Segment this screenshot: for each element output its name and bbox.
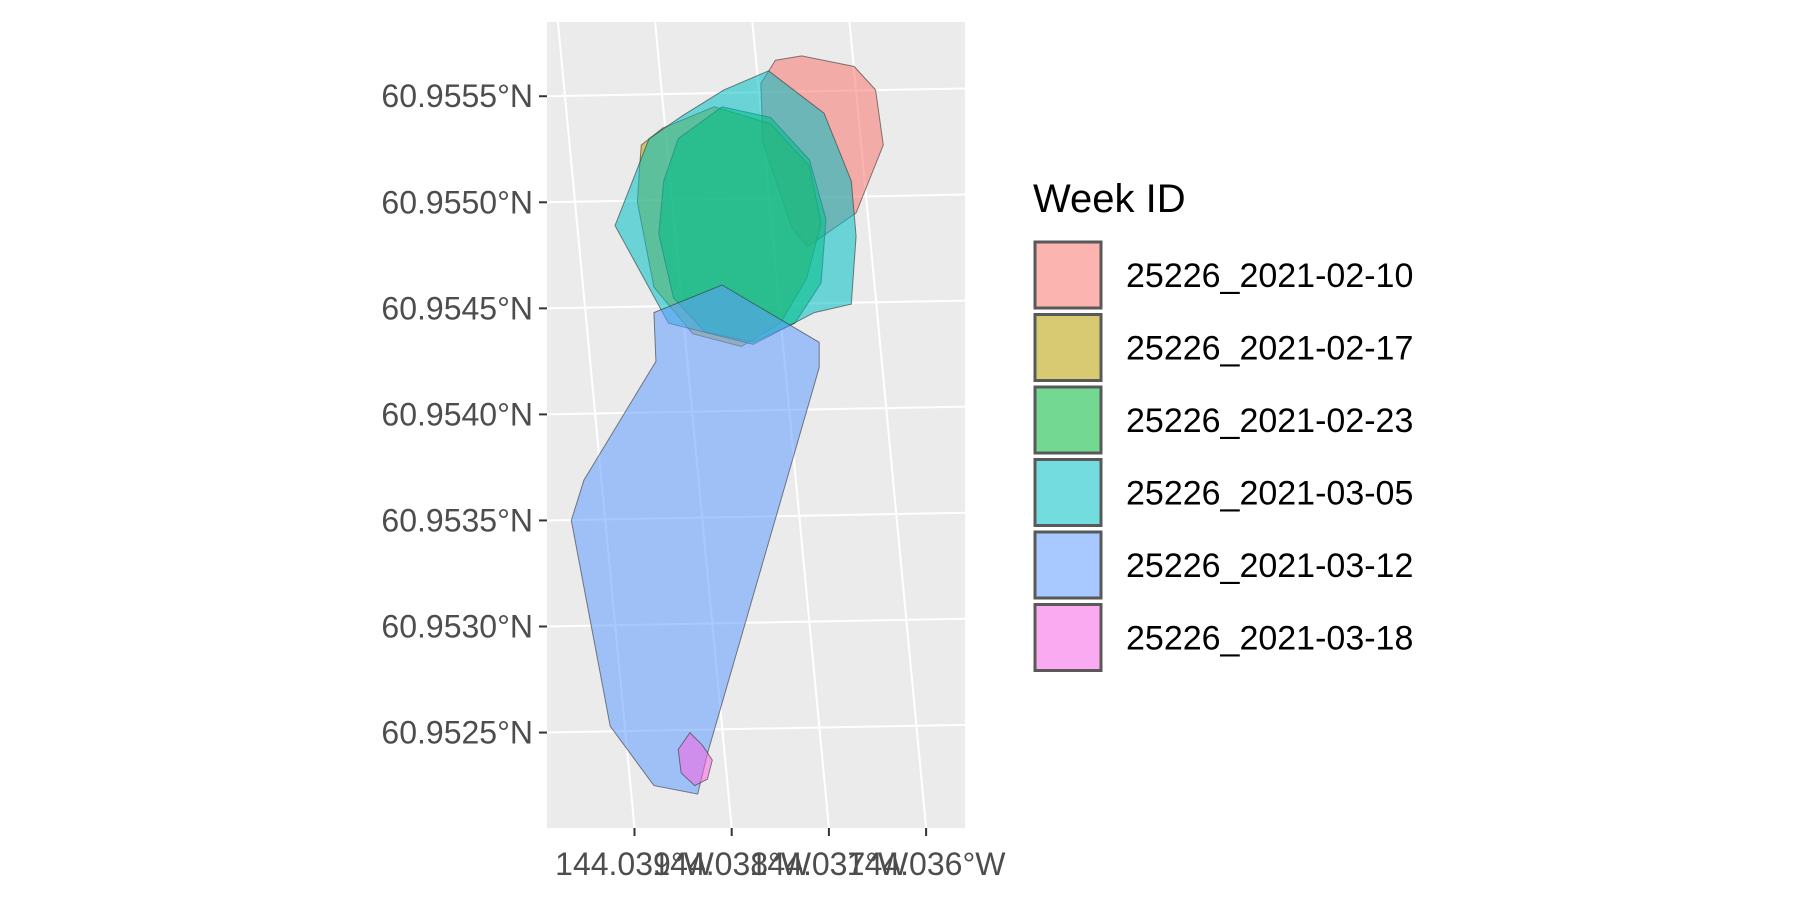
panel	[547, 22, 965, 828]
legend-item-label: 25226_2021-03-18	[1126, 620, 1413, 658]
legend: Week ID 25226_2021-02-10 25226_2021-02-17…	[1033, 177, 1413, 672]
legend-key-swatch	[1033, 385, 1103, 455]
legend-title: Week ID	[1033, 177, 1186, 221]
y-tick-label: 60.9540°N	[381, 396, 533, 432]
polygon-25226_2021-03-12	[570, 284, 820, 795]
x-tick-label: 144.038°W	[652, 846, 811, 882]
y-axis: 60.9555°N 60.9550°N 60.9545°N 60.9540°N 60.9…	[381, 78, 547, 751]
y-tick-label: 60.9550°N	[381, 184, 533, 220]
y-tick-label: 60.9530°N	[381, 609, 533, 645]
legend-key-swatch	[1033, 603, 1103, 672]
legend-items: 25226_2021-02-10 25226_2021-02-17 25226_20…	[1033, 240, 1413, 672]
x-tick-label: 144.039°W	[555, 846, 714, 882]
legend-item-label: 25226_2021-02-17	[1126, 330, 1413, 368]
legend-key-swatch	[1033, 458, 1103, 527]
y-tick-label: 60.9545°N	[381, 290, 533, 326]
legend-key-swatch	[1033, 240, 1103, 310]
legend-item-label: 25226_2021-02-10	[1126, 257, 1413, 295]
legend-item-label: 25226_2021-03-12	[1126, 547, 1413, 585]
y-tick-label: 60.9555°N	[381, 78, 533, 114]
polygon-25226_2021-03-18	[677, 731, 713, 787]
legend-item-label: 25226_2021-03-05	[1126, 475, 1413, 513]
legend-item-label: 25226_2021-02-23	[1126, 402, 1413, 440]
legend-key-swatch	[1033, 530, 1103, 600]
polygon-25226_2021-03-05	[614, 70, 857, 345]
y-tick-label: 60.9535°N	[381, 502, 533, 538]
x-tick-label: 144.037°W	[750, 846, 909, 882]
y-tick-label: 60.9525°N	[381, 715, 533, 751]
home-range-polygons	[570, 55, 884, 795]
x-tick-label: 144.036°W	[847, 846, 1006, 882]
legend-key-swatch	[1033, 313, 1103, 382]
